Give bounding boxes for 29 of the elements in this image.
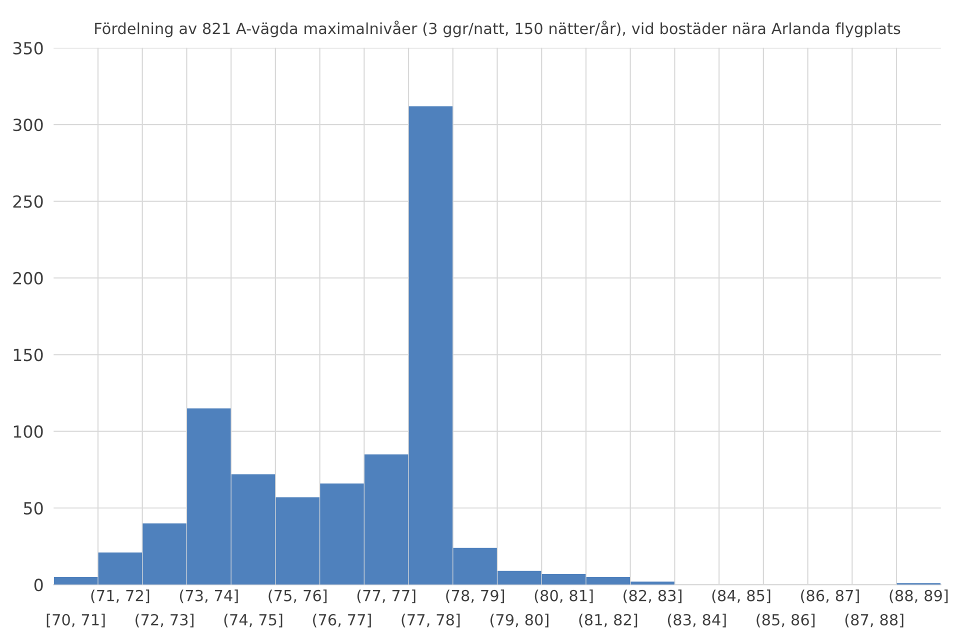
x-tick-label: (86, 87] xyxy=(801,590,859,604)
x-tick-label: (73, 74] xyxy=(180,590,238,604)
y-tick-label: 350 xyxy=(13,42,43,54)
x-tick-label: (84, 85] xyxy=(712,590,770,604)
x-tick-label: (87, 88] xyxy=(845,614,904,628)
x-tick-label: (75, 76] xyxy=(268,590,327,604)
x-tick-label: (88, 89] xyxy=(890,590,948,604)
y-tick-label: 200 xyxy=(13,272,43,285)
x-tick-label: (80, 81] xyxy=(534,590,593,604)
x-tick-label: (71, 72] xyxy=(91,590,150,604)
x-tick-label: (74, 75] xyxy=(224,614,282,628)
chart-title: Fördelning av 821 A-vägda maximalnivåer (3 ggr/natt, 150 nätter/år), vid bostäder nära Arlanda flygplats xyxy=(95,20,900,38)
y-tick-label: 50 xyxy=(24,502,43,515)
y-tick-label: 150 xyxy=(14,348,43,362)
x-tick-label: (81, 82] xyxy=(579,614,638,628)
x-tick-label: (79, 80] xyxy=(490,614,548,628)
x-tick-label: (76, 77] xyxy=(313,614,371,628)
x-tick-label: (77, 77] xyxy=(357,590,416,604)
x-tick-label: (78, 79] xyxy=(446,590,504,604)
y-tick-label: 250 xyxy=(13,195,43,208)
y-tick-label: 0 xyxy=(34,578,43,592)
y-tick-label: 300 xyxy=(13,118,43,132)
x-tick-label: (72, 73] xyxy=(136,614,194,628)
x-tick-label: (82, 83] xyxy=(624,590,682,604)
x-tick-label: (77, 78] xyxy=(402,614,460,628)
x-tick-label: [70, 71] xyxy=(46,614,105,628)
x-tick-label: (85, 86] xyxy=(756,614,815,628)
y-tick-label: 100 xyxy=(14,425,43,438)
x-tick-label: (83, 84] xyxy=(668,614,726,628)
